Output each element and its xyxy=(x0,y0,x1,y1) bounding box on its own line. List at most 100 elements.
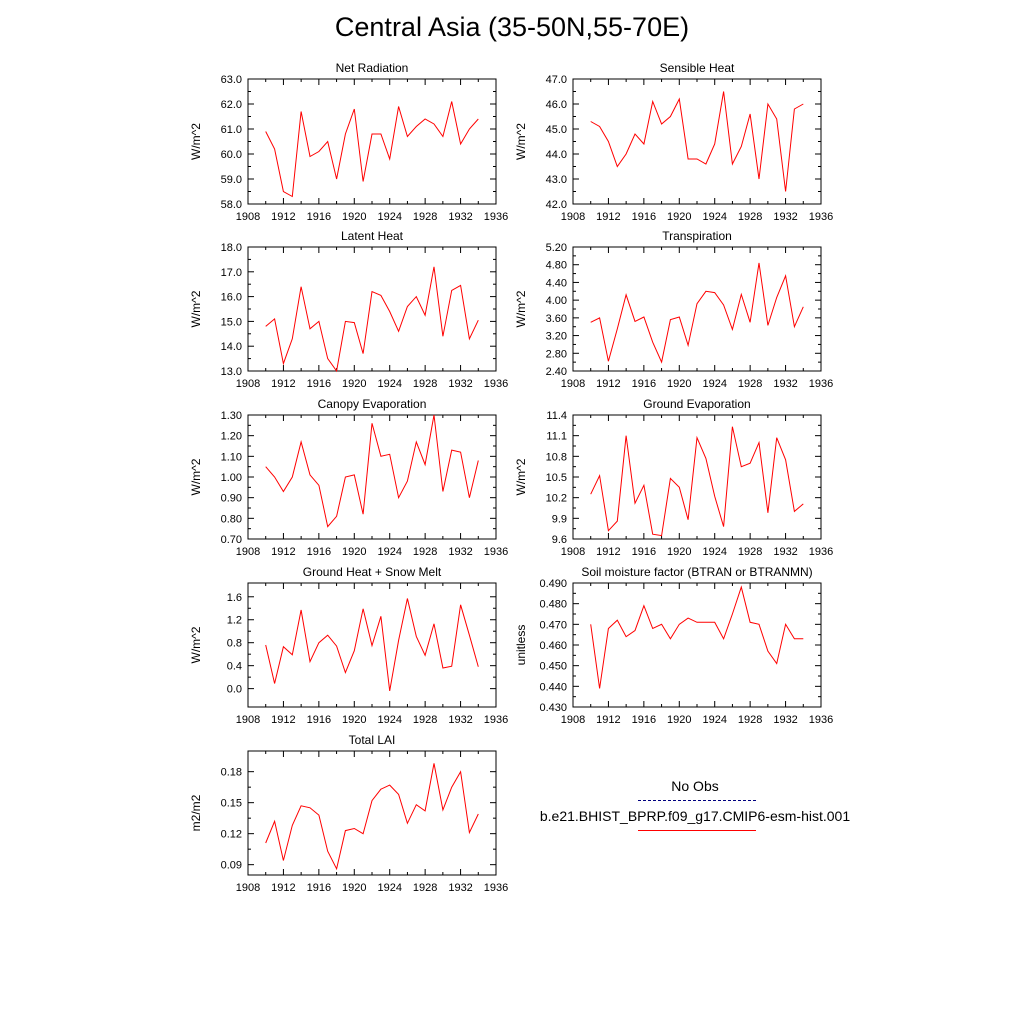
plot-frame xyxy=(572,582,822,708)
y-axis-label: W/m^2 xyxy=(189,626,203,663)
x-tick-label: 1916 xyxy=(632,546,656,558)
x-tick-label: 1936 xyxy=(809,546,833,558)
x-tick-label: 1928 xyxy=(738,378,762,390)
y-tick-label: 14.0 xyxy=(221,341,242,353)
x-tick-label: 1928 xyxy=(738,546,762,558)
series-line-model xyxy=(265,598,479,691)
y-axis-label: W/m^2 xyxy=(514,123,528,160)
y-tick-label: 2.80 xyxy=(546,348,567,360)
chart-ground-evaporation: Ground Evaporation 1908 1912 1916 1920 1924 19… xyxy=(514,397,833,558)
y-tick-label: 15.0 xyxy=(221,316,242,328)
series-line-model xyxy=(265,266,479,373)
figure-title: Central Asia (35-50N,55-70E) xyxy=(334,12,690,42)
x-tick-label: 1932 xyxy=(773,546,797,558)
y-tick-label: 62.0 xyxy=(221,99,242,111)
y-tick-label: 10.2 xyxy=(546,493,567,505)
x-tick-label: 1920 xyxy=(667,714,691,726)
y-tick-label: 3.60 xyxy=(546,313,567,325)
y-tick-label: 0.8 xyxy=(227,638,242,650)
x-tick-label: 1932 xyxy=(448,714,472,726)
y-tick-label: 46.0 xyxy=(546,99,567,111)
x-tick-label: 1928 xyxy=(413,546,437,558)
x-tick-label: 1916 xyxy=(307,546,331,558)
series-line-model xyxy=(265,414,479,528)
plot-frame xyxy=(572,246,822,372)
chart-title: Ground Heat + Snow Melt xyxy=(303,565,442,579)
x-tick-label: 1924 xyxy=(702,378,726,390)
x-tick-label: 1912 xyxy=(596,546,620,558)
x-tick-label: 1936 xyxy=(809,211,833,223)
y-tick-label: 0.430 xyxy=(539,702,567,714)
legend-model-label: b.e21.BHIST_BPRP.f09_g17.CMIP6-esm-hist.… xyxy=(539,808,851,824)
series-line-model xyxy=(590,426,804,537)
x-tick-label: 1912 xyxy=(271,882,295,894)
y-tick-label: 44.0 xyxy=(546,149,567,161)
x-tick-label: 1924 xyxy=(702,714,726,726)
x-tick-label: 1924 xyxy=(377,378,401,390)
chart-net-radiation: Net Radiation 1908 1912 1916 1920 1924 1928 193… xyxy=(189,61,508,223)
x-tick-label: 1936 xyxy=(484,882,508,894)
plot-frame xyxy=(572,78,822,205)
chart-latent-heat: Latent Heat 1908 1912 1916 1920 1924 1928 1932 1… xyxy=(189,229,508,390)
x-tick-label: 1932 xyxy=(448,882,472,894)
y-tick-label: 0.480 xyxy=(539,599,567,611)
y-tick-label: 2.40 xyxy=(546,366,567,378)
x-tick-label: 1912 xyxy=(596,378,620,390)
series-line-model xyxy=(590,585,804,689)
x-tick-label: 1912 xyxy=(271,378,295,390)
chart-title: Soil moisture factor (BTRAN or BTRANMN) xyxy=(581,565,812,579)
y-tick-label: 16.0 xyxy=(221,292,242,304)
legend: No Obs b.e21.BHIST_BPRP.f09_g17.CMIP6-es… xyxy=(520,778,870,848)
y-tick-label: 1.6 xyxy=(227,592,242,604)
y-tick-label: 42.0 xyxy=(546,199,567,211)
x-tick-label: 1908 xyxy=(561,546,585,558)
x-tick-label: 1936 xyxy=(484,714,508,726)
series-line-model xyxy=(265,101,479,198)
x-tick-label: 1920 xyxy=(342,546,366,558)
y-axis-label: W/m^2 xyxy=(514,458,528,495)
chart-canopy-evaporation: Canopy Evaporation 1908 1912 1916 1920 1924 19… xyxy=(189,397,508,558)
plot-frame xyxy=(247,750,497,876)
x-tick-label: 1920 xyxy=(667,378,691,390)
x-tick-label: 1924 xyxy=(377,714,401,726)
x-tick-label: 1932 xyxy=(448,378,472,390)
x-tick-label: 1928 xyxy=(738,714,762,726)
legend-obs-line xyxy=(638,800,756,801)
chart-ground-heat-snow-melt: Ground Heat + Snow Melt 1908 1912 1916 1920 1… xyxy=(189,565,508,726)
x-tick-label: 1916 xyxy=(307,714,331,726)
chart-title: Ground Evaporation xyxy=(643,397,750,411)
y-axis-label: W/m^2 xyxy=(189,290,203,327)
x-tick-label: 1924 xyxy=(377,546,401,558)
y-tick-label: 0.90 xyxy=(221,493,242,505)
y-tick-label: 60.0 xyxy=(221,149,242,161)
x-tick-label: 1916 xyxy=(632,211,656,223)
x-tick-label: 1916 xyxy=(307,378,331,390)
y-tick-label: 0.09 xyxy=(221,860,242,872)
plot-frame xyxy=(572,414,822,540)
x-tick-label: 1920 xyxy=(342,211,366,223)
x-tick-label: 1928 xyxy=(413,714,437,726)
x-tick-label: 1920 xyxy=(667,211,691,223)
x-tick-label: 1936 xyxy=(809,378,833,390)
y-tick-label: 1.00 xyxy=(221,472,242,484)
chart-title: Transpiration xyxy=(662,229,732,243)
x-tick-label: 1928 xyxy=(413,882,437,894)
x-tick-label: 1936 xyxy=(809,714,833,726)
chart-sensible-heat: Sensible Heat 1908 1912 1916 1920 1924 1928 193… xyxy=(514,61,833,223)
y-tick-label: 10.8 xyxy=(546,451,567,463)
x-tick-label: 1916 xyxy=(307,211,331,223)
y-axis-label: m2/m2 xyxy=(189,794,203,831)
x-tick-label: 1932 xyxy=(773,378,797,390)
x-tick-label: 1908 xyxy=(236,714,260,726)
y-tick-label: 1.20 xyxy=(221,431,242,443)
x-tick-label: 1928 xyxy=(413,211,437,223)
x-tick-label: 1932 xyxy=(448,211,472,223)
legend-obs-label: No Obs xyxy=(671,778,719,794)
x-tick-label: 1912 xyxy=(271,211,295,223)
x-tick-label: 1912 xyxy=(271,546,295,558)
y-tick-label: 0.80 xyxy=(221,513,242,525)
y-tick-label: 0.12 xyxy=(221,829,242,841)
y-tick-label: 0.70 xyxy=(221,534,242,546)
plot-frame xyxy=(247,246,497,372)
